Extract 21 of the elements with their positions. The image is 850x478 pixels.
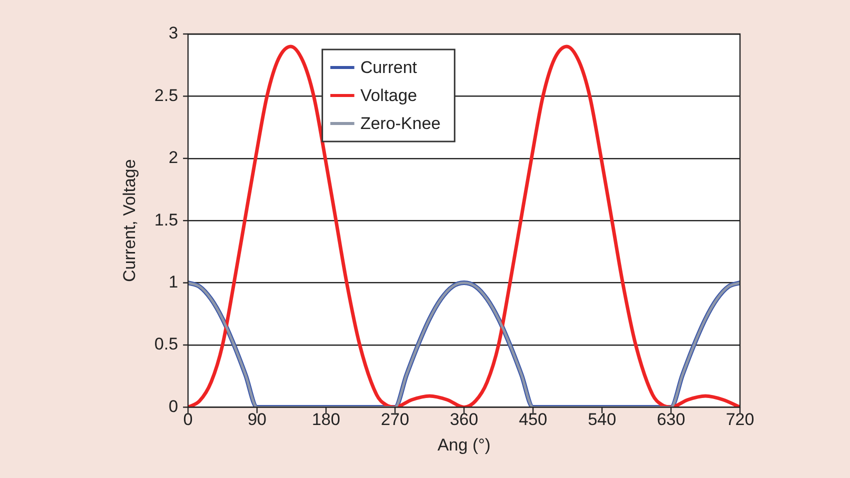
x-tick-label: 450 [518,410,548,430]
legend-label: Voltage [360,86,418,106]
y-tick-label: 2.5 [154,86,178,105]
x-tick-label: 180 [312,410,340,430]
x-tick-label: 90 [248,410,266,430]
x-tick-label: 720 [726,410,754,430]
y-tick-label: 0.5 [154,334,178,354]
y-tick-label: 1 [168,272,178,292]
x-axis-title: Ang (°) [437,435,491,454]
legend-label: Zero-Knee [360,114,441,134]
y-axis-title: Current, Voltage [120,159,139,282]
x-tick-label: 630 [656,410,686,430]
y-tick-label: 1.5 [154,210,178,230]
y-tick-label: 0 [168,396,178,416]
x-tick-label: 270 [380,410,410,430]
y-tick-label: 3 [168,24,178,43]
y-tick-label: 2 [168,148,178,168]
x-tick-label: 360 [450,410,478,430]
legend-label: Current [360,58,418,78]
x-tick-label: 540 [588,410,616,430]
x-tick-label: 0 [183,410,193,430]
